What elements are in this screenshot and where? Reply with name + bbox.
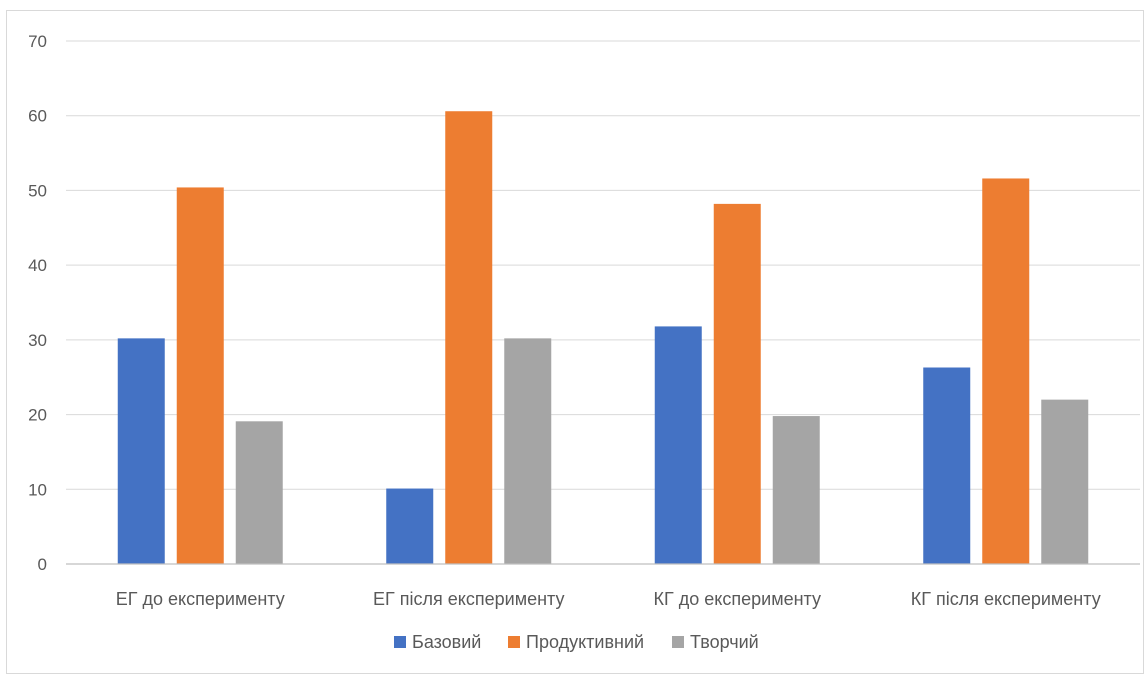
legend-label: Базовий: [412, 632, 481, 652]
bar-1-2: [386, 488, 434, 564]
legend-label: Творчий: [690, 632, 759, 652]
y-axis-ticks: 0 10 20 30 40 50 60 70: [28, 32, 47, 574]
y-tick-label: 0: [38, 555, 47, 574]
category-label: ЕГ після експерименту: [373, 589, 564, 609]
y-tick-label: 20: [28, 406, 47, 425]
category-labels: ЕГ до експерименту ЕГ після експерименту К…: [116, 589, 1101, 609]
y-tick-label: 40: [28, 256, 47, 275]
bar-3-4: [1041, 399, 1089, 564]
legend-label: Продуктивний: [526, 632, 644, 652]
category-label: КГ до експерименту: [654, 589, 821, 609]
y-tick-label: 60: [28, 107, 47, 126]
gridlines: [66, 40, 1140, 490]
bar-2-3: [713, 203, 761, 564]
bar-3-2: [504, 338, 552, 564]
bar-1-4: [923, 367, 971, 564]
y-tick-label: 70: [28, 32, 47, 51]
category-label: КГ після експерименту: [911, 589, 1101, 609]
y-tick-label: 10: [28, 480, 47, 499]
legend-item-3: Творчий: [672, 632, 759, 652]
legend-item-1: Базовий: [394, 632, 481, 652]
y-tick-label: 50: [28, 181, 47, 200]
legend-swatch: [394, 636, 406, 648]
bars: [117, 111, 1089, 564]
legend-item-2: Продуктивний: [508, 632, 644, 652]
legend-swatch: [672, 636, 684, 648]
bar-2-2: [445, 111, 493, 564]
legend-swatch: [508, 636, 520, 648]
bar-3-1: [235, 421, 283, 564]
bar-1-1: [117, 338, 165, 564]
y-tick-label: 30: [28, 331, 47, 350]
bar-3-3: [772, 416, 820, 564]
bar-1-3: [654, 326, 702, 564]
legend: Базовий Продуктивний Творчий: [394, 632, 759, 652]
bar-2-1: [176, 187, 224, 564]
category-label: ЕГ до експерименту: [116, 589, 285, 609]
bar-2-4: [982, 178, 1030, 564]
